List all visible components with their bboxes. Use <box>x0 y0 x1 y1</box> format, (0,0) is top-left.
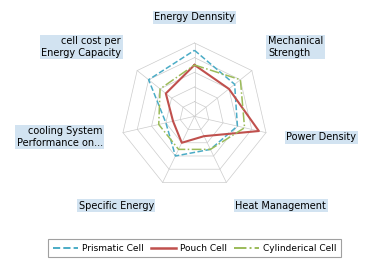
Text: Power Density: Power Density <box>286 132 356 142</box>
Text: cooling System
Performance on...: cooling System Performance on... <box>17 127 103 148</box>
Text: Heat Management: Heat Management <box>235 201 326 211</box>
Text: Specific Energy: Specific Energy <box>79 201 154 211</box>
Text: Mechanical
Strength: Mechanical Strength <box>268 36 323 58</box>
Text: Energy Dennsity: Energy Dennsity <box>154 12 235 23</box>
Text: cell cost per
Energy Capacity: cell cost per Energy Capacity <box>41 36 121 58</box>
Legend: Prismatic Cell, Pouch Cell, Cylinderical Cell: Prismatic Cell, Pouch Cell, Cylinderical… <box>48 239 341 258</box>
